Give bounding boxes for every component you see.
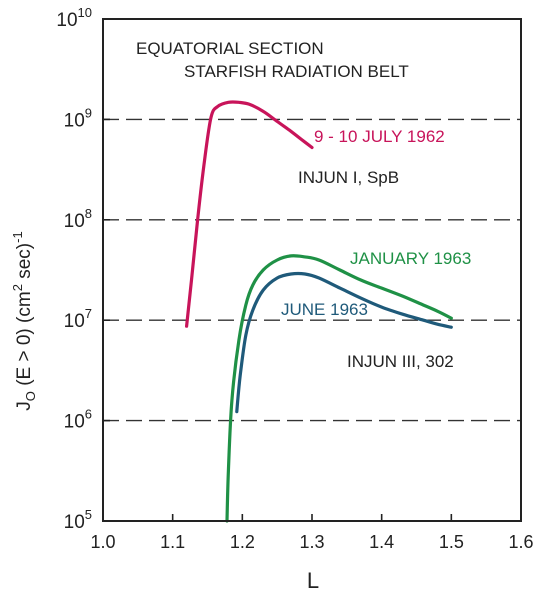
x-tick-label: 1.4: [369, 532, 394, 552]
x-axis-label: L: [307, 568, 319, 593]
x-tick-label: 1.6: [508, 532, 533, 552]
x-tick-label: 1.2: [230, 532, 255, 552]
y-tick-label: 108: [64, 206, 92, 232]
series-line-1: [225, 254, 453, 523]
y-axis-label: JO (E > 0) (cm2 sec)-1: [10, 231, 38, 410]
y-tick-label: 1010: [56, 5, 92, 31]
y-tick-label: 107: [64, 306, 92, 332]
grid-lines: [103, 118, 521, 422]
series-line-2: [235, 271, 453, 414]
y-tick-label: 106: [64, 407, 92, 433]
annotation-equatorial-section: EQUATORIAL SECTION: [136, 39, 324, 58]
x-axis-ticks: 1.0 1.1 1.2 1.3 1.4 1.5 1.6: [90, 514, 534, 552]
y-axis-ticks: 105 106 107 108 109 1010: [56, 5, 110, 533]
series-label-july-1962: 9 - 10 JULY 1962: [314, 127, 445, 146]
x-tick-label: 1.1: [160, 532, 185, 552]
series-label-january-1963: JANUARY 1963: [350, 249, 471, 268]
x-tick-label: 1.5: [439, 532, 464, 552]
x-tick-label: 1.3: [299, 532, 324, 552]
y-tick-label: 105: [64, 507, 92, 533]
x-tick-label: 1.0: [90, 532, 115, 552]
annotation-injun-1: INJUN I, SpB: [298, 168, 399, 187]
annotation-starfish-radiation-belt: STARFISH RADIATION BELT: [184, 62, 409, 81]
series-line-0: [185, 100, 314, 328]
annotation-injun-3: INJUN III, 302: [347, 352, 454, 371]
y-tick-label: 109: [64, 105, 92, 131]
series-label-june-1963: JUNE 1963: [281, 300, 368, 319]
series-layer: [185, 100, 453, 523]
